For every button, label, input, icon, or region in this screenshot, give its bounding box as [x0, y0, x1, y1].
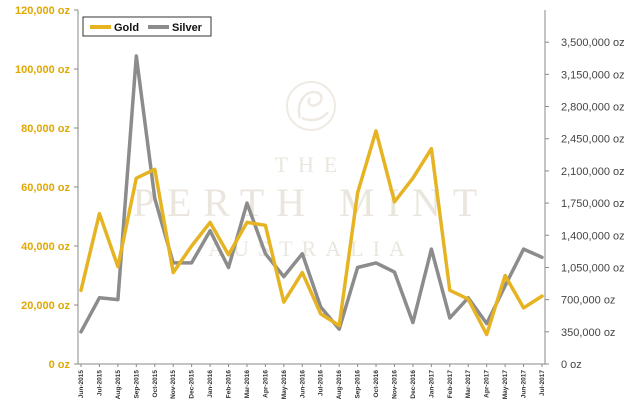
gold-series-line [79, 129, 544, 337]
x-tick-label: Jan-2016 [207, 370, 214, 398]
x-tick-label: Sep-2016 [355, 370, 362, 399]
right-tick-label: 3,500,000 oz [561, 37, 625, 49]
x-tick-label: Oct-2015 [152, 370, 159, 398]
right-tick-label: 700,000 oz [561, 295, 615, 307]
right-tick-label: 1,750,000 oz [561, 198, 625, 210]
x-tick-label: Aug-2015 [115, 370, 122, 400]
right-tick-label: 2,100,000 oz [561, 166, 625, 178]
x-tick-label: Mar-2017 [465, 370, 472, 399]
series-lines [79, 54, 544, 337]
x-tick-label: May-2016 [281, 370, 288, 400]
watermark-line1: THE [275, 152, 348, 177]
x-tick-label: May-2017 [502, 370, 509, 400]
left-tick-label: 120,000 oz [15, 5, 71, 17]
swan-logo-icon [286, 81, 336, 131]
right-tick-label: 0 oz [561, 359, 582, 371]
left-tick-label: 60,000 oz [21, 182, 70, 194]
legend-gold-label: Gold [114, 22, 139, 34]
left-tick-label: 0 oz [49, 359, 71, 371]
x-tick-label: Jul-2016 [318, 370, 325, 396]
x-tick-label: Jun-2015 [78, 370, 85, 399]
x-tick-label: Jun-2016 [299, 370, 306, 399]
x-tick-label: Apr-2016 [262, 370, 269, 398]
left-tick-label: 80,000 oz [21, 123, 70, 135]
right-tick-label: 3,150,000 oz [561, 69, 625, 81]
x-tick-label: Jan-2017 [428, 370, 435, 398]
watermark: THE PERTH MINT AUSTRALIA [133, 81, 489, 261]
x-tick-label: Jul-2017 [539, 370, 546, 396]
x-tick-label: Sep-2015 [133, 370, 140, 399]
x-tick-label: Dec-2016 [410, 370, 417, 399]
x-tick-label: Feb-2016 [226, 370, 233, 399]
x-tick-label: Jul-2015 [96, 370, 103, 396]
right-axis-ticks: 0 oz 350,000 oz 700,000 oz 1,050,000 oz 1,40… [545, 37, 625, 371]
x-tick-label: Dec-2015 [189, 370, 196, 399]
x-tick-label: Nov-2015 [170, 370, 177, 399]
right-tick-label: 2,450,000 oz [561, 134, 625, 146]
x-tick-label: Jun-2017 [521, 370, 528, 399]
x-tick-label: Mar-2016 [244, 370, 251, 399]
legend: Gold Silver [82, 16, 212, 37]
left-tick-label: 100,000 oz [15, 64, 71, 76]
x-tick-label: Nov-2016 [391, 370, 398, 399]
x-tick-label: Apr-2017 [484, 370, 491, 398]
x-tick-label: Aug-2016 [336, 370, 343, 400]
right-tick-label: 2,800,000 oz [561, 102, 625, 114]
left-axis-ticks: 0 oz 20,000 oz 40,000 oz 60,000 oz 80,000 oz… [15, 5, 78, 371]
right-tick-label: 1,050,000 oz [561, 262, 625, 274]
silver-series-line [79, 54, 544, 334]
x-axis-ticks: Jun-2015 Jul-2015 Aug-2015 Sep-2015 Oct-2015… [78, 364, 546, 399]
watermark-line2: PERTH MINT [133, 180, 489, 225]
legend-box [82, 16, 212, 37]
left-tick-label: 40,000 oz [21, 241, 70, 253]
right-tick-label: 1,400,000 oz [561, 230, 625, 242]
x-tick-label: Oct-2016 [373, 370, 380, 398]
right-tick-label: 350,000 oz [561, 327, 615, 339]
legend-silver-label: Silver [172, 22, 203, 34]
x-tick-label: Feb-2017 [447, 370, 454, 399]
watermark-line3: AUSTRALIA [208, 236, 414, 261]
left-tick-label: 20,000 oz [21, 300, 70, 312]
